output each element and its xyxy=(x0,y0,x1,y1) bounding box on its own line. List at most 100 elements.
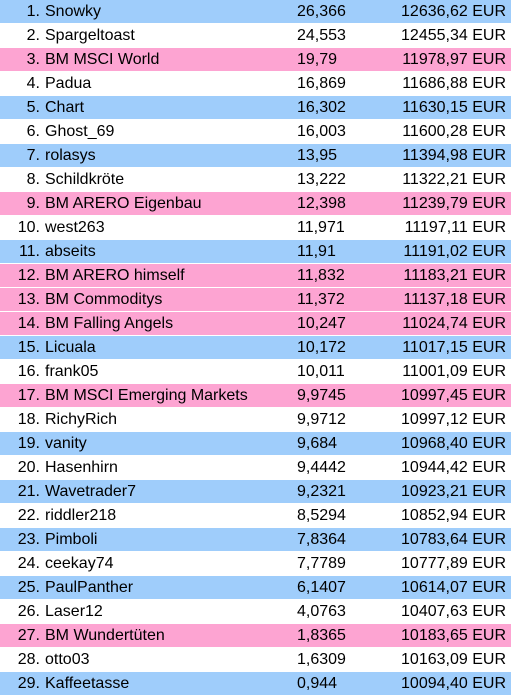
name-cell: Laser12 xyxy=(45,603,103,620)
value-cell: 11630,15 EUR xyxy=(402,99,506,116)
rank-cell: 25. xyxy=(17,579,40,596)
value-cell: 10183,65 EUR xyxy=(401,627,506,644)
performance-cell: 7,7789 xyxy=(297,555,346,572)
table-row: 11. abseits 11,91 11191,02 EUR xyxy=(0,240,511,263)
name-cell: frank05 xyxy=(45,363,99,380)
performance-cell: 26,366 xyxy=(297,3,346,20)
value-cell: 11322,21 EUR xyxy=(402,171,506,188)
performance-cell: 11,372 xyxy=(297,291,345,308)
rank-cell: 17. xyxy=(17,387,40,404)
value-cell: 11183,21 EUR xyxy=(403,267,506,284)
performance-cell: 11,971 xyxy=(297,219,345,236)
value-cell: 12455,34 EUR xyxy=(401,27,506,44)
table-row: 9. BM ARERO Eigenbau 12,398 11239,79 EUR xyxy=(0,192,511,215)
value-cell: 11978,97 EUR xyxy=(402,51,506,68)
table-row: 26. Laser12 4,0763 10407,63 EUR xyxy=(0,600,511,623)
rank-cell: 12. xyxy=(17,267,40,284)
table-row: 18. RichyRich 9,9712 10997,12 EUR xyxy=(0,408,511,431)
value-cell: 11394,98 EUR xyxy=(402,147,506,164)
table-row: 1. Snowky 26,366 12636,62 EUR xyxy=(0,0,511,23)
table-row: 7. rolasys 13,95 11394,98 EUR xyxy=(0,144,511,167)
table-row: 27. BM Wundertüten 1,8365 10183,65 EUR xyxy=(0,624,511,647)
rank-cell: 5. xyxy=(26,99,40,116)
table-row: 16. frank05 10,011 11001,09 EUR xyxy=(0,360,511,383)
table-row: 24. ceekay74 7,7789 10777,89 EUR xyxy=(0,552,511,575)
value-cell: 10407,63 EUR xyxy=(401,603,506,620)
name-cell: BM ARERO himself xyxy=(45,267,185,284)
value-cell: 11017,15 EUR xyxy=(402,339,506,356)
name-cell: BM Wundertüten xyxy=(45,627,165,644)
name-cell: BM MSCI World xyxy=(45,51,160,68)
table-row: 8. Schildkröte 13,222 11322,21 EUR xyxy=(0,168,511,191)
rank-cell: 9. xyxy=(26,195,40,212)
table-row: 17. BM MSCI Emerging Markets 9,9745 10997,4… xyxy=(0,384,511,407)
name-cell: BM ARERO Eigenbau xyxy=(45,195,202,212)
performance-cell: 9,2321 xyxy=(297,483,346,500)
table-row: 12. BM ARERO himself 11,832 11183,21 EUR xyxy=(0,264,511,287)
value-cell: 11686,88 EUR xyxy=(402,75,506,92)
name-cell: Kaffeetasse xyxy=(45,675,130,692)
name-cell: Spargeltoast xyxy=(45,27,135,44)
table-row: 5. Chart 16,302 11630,15 EUR xyxy=(0,96,511,119)
performance-cell: 9,684 xyxy=(297,435,338,452)
name-cell: Snowky xyxy=(45,3,102,20)
rank-cell: 18. xyxy=(17,411,40,428)
table-row: 22. riddler218 8,5294 10852,94 EUR xyxy=(0,504,511,527)
performance-cell: 9,9712 xyxy=(297,411,346,428)
value-cell: 10777,89 EUR xyxy=(401,555,506,572)
rank-cell: 22. xyxy=(17,507,40,524)
performance-cell: 9,9745 xyxy=(297,387,346,404)
table-row: 25. PaulPanther 6,1407 10614,07 EUR xyxy=(0,576,511,599)
performance-cell: 1,6309 xyxy=(297,651,346,668)
table-row: 21. Wavetrader7 9,2321 10923,21 EUR xyxy=(0,480,511,503)
performance-cell: 16,302 xyxy=(297,99,346,116)
rank-cell: 28. xyxy=(17,651,40,668)
rank-cell: 2. xyxy=(26,27,40,44)
name-cell: west263 xyxy=(45,219,105,236)
rank-cell: 8. xyxy=(26,171,40,188)
rank-cell: 27. xyxy=(17,627,40,644)
name-cell: Licuala xyxy=(45,339,96,356)
performance-cell: 10,247 xyxy=(297,315,346,332)
rank-cell: 14. xyxy=(17,315,40,332)
name-cell: Schildkröte xyxy=(45,171,125,188)
value-cell: 11024,74 EUR xyxy=(402,315,506,332)
value-cell: 10783,64 EUR xyxy=(401,531,506,548)
value-cell: 11191,02 EUR xyxy=(403,243,506,260)
rank-cell: 1. xyxy=(26,3,40,20)
name-cell: Wavetrader7 xyxy=(45,483,136,500)
performance-cell: 7,8364 xyxy=(297,531,346,548)
performance-cell: 16,003 xyxy=(297,123,346,140)
performance-cell: 16,869 xyxy=(297,75,346,92)
table-row: 14. BM Falling Angels 10,247 11024,74 EUR xyxy=(0,312,511,335)
performance-cell: 13,222 xyxy=(297,171,346,188)
value-cell: 10614,07 EUR xyxy=(401,579,506,596)
name-cell: BM MSCI Emerging Markets xyxy=(45,387,248,404)
value-cell: 10852,94 EUR xyxy=(401,507,506,524)
rank-cell: 29. xyxy=(17,675,40,692)
value-cell: 10944,42 EUR xyxy=(401,459,506,476)
performance-cell: 9,4442 xyxy=(297,459,346,476)
table-row: 13. BM Commoditys 11,372 11137,18 EUR xyxy=(0,288,511,311)
name-cell: Pimboli xyxy=(45,531,98,548)
table-row: 15. Licuala 10,172 11017,15 EUR xyxy=(0,336,511,359)
name-cell: vanity xyxy=(45,435,87,452)
rank-cell: 23. xyxy=(17,531,40,548)
name-cell: otto03 xyxy=(45,651,90,668)
table-row: 10. west263 11,971 11197,11 EUR xyxy=(0,216,511,239)
name-cell: BM Falling Angels xyxy=(45,315,174,332)
name-cell: Ghost_69 xyxy=(45,123,115,140)
table-row: 19. vanity 9,684 10968,40 EUR xyxy=(0,432,511,455)
rank-cell: 16. xyxy=(17,363,40,380)
table-row: 28. otto03 1,6309 10163,09 EUR xyxy=(0,648,511,671)
name-cell: RichyRich xyxy=(45,411,118,428)
value-cell: 10997,12 EUR xyxy=(401,411,506,428)
rank-cell: 13. xyxy=(17,291,40,308)
name-cell: BM Commoditys xyxy=(45,291,163,308)
rank-cell: 24. xyxy=(17,555,40,572)
performance-cell: 8,5294 xyxy=(297,507,346,524)
value-cell: 10094,40 EUR xyxy=(401,675,506,692)
rank-cell: 20. xyxy=(17,459,40,476)
performance-cell: 1,8365 xyxy=(297,627,346,644)
table-row: 4. Padua 16,869 11686,88 EUR xyxy=(0,72,511,95)
